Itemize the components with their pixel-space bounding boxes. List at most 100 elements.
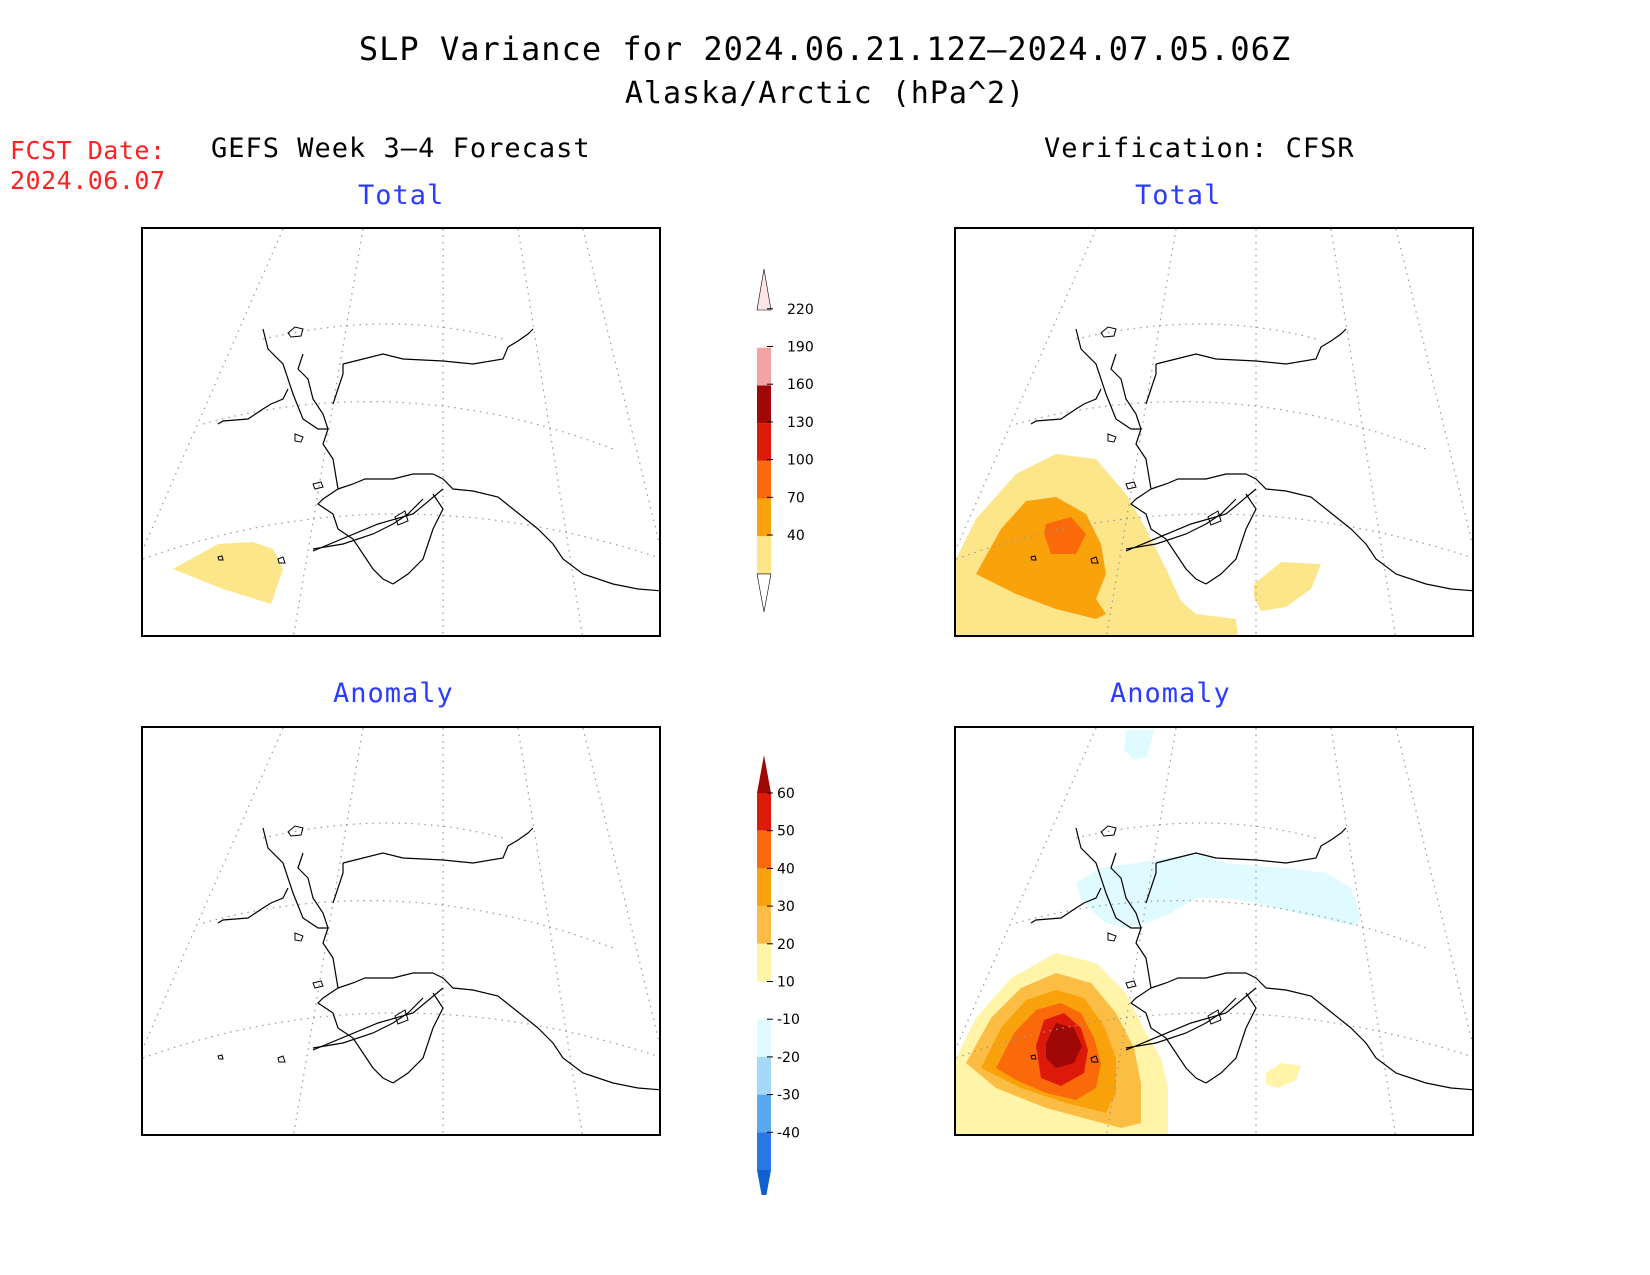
coastline-segment	[262, 328, 329, 430]
graticule-line	[143, 229, 284, 550]
fcst-date: FCST Date: 2024.06.07	[10, 136, 166, 196]
graticule-line	[1395, 229, 1472, 546]
coastline-segment	[1245, 972, 1472, 1091]
colorbar-tick-label: 20	[777, 937, 795, 953]
verification-anomaly-shading	[956, 730, 1361, 1134]
coastline-segment	[332, 863, 344, 904]
coastline-segment	[217, 887, 289, 924]
forecast-anomaly-label: Anomaly	[333, 678, 454, 709]
island-outline	[294, 433, 304, 443]
coastline	[1030, 326, 1472, 592]
fcst-date-value: 2024.06.07	[10, 166, 166, 195]
colorbar-top-triangle	[756, 268, 772, 311]
colorbar-segment	[757, 460, 771, 499]
colorbar-top-triangle	[757, 755, 771, 793]
colorbar-tick-label: 40	[787, 528, 805, 544]
coastline-segment	[317, 428, 394, 585]
basemap	[143, 728, 659, 1134]
colorbar-tick-label: 30	[777, 899, 795, 915]
verification-column-heading: Verification: CFSR	[1044, 133, 1355, 164]
island-outline	[294, 932, 304, 942]
colorbar-tick-label: 100	[787, 453, 814, 469]
chart-title: SLP Variance for 2024.06.21.12Z–2024.07.…	[358, 30, 1292, 68]
colorbar-segment	[757, 423, 771, 461]
island-outline	[312, 481, 324, 490]
coastline-segment	[1125, 997, 1237, 1049]
coastline-segment	[1205, 992, 1257, 1084]
colorbar-segment	[757, 498, 771, 537]
coastline-segment	[1150, 972, 1246, 989]
coastline-segment	[342, 328, 534, 365]
colorbar-segment	[757, 536, 771, 574]
graticule-lines	[143, 229, 659, 635]
colorbar-bottom-triangle	[757, 1170, 771, 1195]
island-outline	[1107, 932, 1117, 942]
graticule-line	[143, 513, 659, 560]
coastline-segment	[1130, 428, 1207, 585]
colorbar-segment	[757, 830, 771, 869]
island-outline	[217, 1054, 224, 1060]
coastline-segment	[312, 498, 424, 550]
island-outline	[1125, 980, 1137, 989]
colorbar-tick-label: -20	[777, 1050, 800, 1066]
colorbar-tick-label: -30	[777, 1088, 800, 1104]
graticule-line	[143, 728, 284, 1049]
graticule-line	[262, 822, 504, 839]
colorbar-tick-label: 10	[777, 975, 795, 991]
colorbar-tick-label: -10	[777, 1012, 800, 1028]
coastline-segment	[1125, 498, 1237, 550]
graticule-line	[262, 323, 504, 340]
colorbar-segment	[757, 385, 771, 424]
coastline-segment	[262, 827, 329, 929]
coastline-segment	[1145, 863, 1157, 904]
total-colorbar: 40 70 100 130 160 190 220	[756, 268, 814, 612]
coastline-segment	[1130, 927, 1207, 1084]
coastline-segment	[312, 997, 424, 1049]
colorbar-tick-label: 40	[777, 861, 795, 877]
coastline-segment	[337, 473, 433, 490]
coastline-segment	[337, 972, 433, 989]
island-outline	[217, 555, 224, 561]
island-outline	[277, 1055, 286, 1063]
basemap	[143, 229, 659, 635]
graticule-line	[1075, 822, 1317, 839]
graticule-line	[1330, 728, 1396, 1134]
fcst-date-label: FCST Date:	[10, 136, 166, 165]
graticule-line	[293, 229, 364, 635]
coastline-segment	[1030, 388, 1102, 425]
island-outline	[1125, 481, 1137, 490]
coastline-segment	[392, 493, 444, 585]
verification-total-label: Total	[1135, 180, 1222, 211]
forecast-anomaly-map	[141, 726, 661, 1136]
colorbar-segment	[757, 868, 771, 907]
graticule-line	[517, 728, 583, 1134]
basemap	[956, 728, 1472, 1134]
coastline-segment	[432, 972, 659, 1091]
graticule-lines	[956, 229, 1472, 635]
colorbar-tick-label: 70	[787, 490, 805, 506]
coastline-segment	[217, 388, 289, 425]
colorbar-segment	[757, 793, 771, 831]
island-outline	[277, 556, 286, 564]
coastline-segment	[1155, 328, 1347, 365]
colorbar-segment	[757, 1019, 771, 1057]
coastline-segment	[1030, 887, 1102, 924]
colorbar-segment	[757, 981, 771, 1020]
anomaly-colorbar: 60 50 40 30 20 10 -10 -20 -30 -40	[757, 755, 800, 1195]
island-outline	[312, 980, 324, 989]
coastline-segment	[1155, 827, 1347, 864]
verification-total-shading	[956, 454, 1321, 635]
coastline-segment	[1205, 493, 1257, 585]
forecast-total-map	[141, 227, 661, 637]
colorbar-segment	[757, 943, 771, 982]
forecast-column-heading: GEFS Week 3–4 Forecast	[211, 133, 591, 164]
island-outline	[394, 1009, 409, 1025]
graticule-lines	[956, 728, 1472, 1134]
graticule-line	[956, 1012, 1472, 1059]
coastline-segment	[1075, 328, 1142, 430]
coastline	[217, 825, 659, 1091]
graticule-line	[582, 728, 659, 1045]
forecast-total-shading	[173, 542, 283, 604]
graticule-line	[1075, 323, 1317, 340]
island-outline	[287, 825, 304, 837]
